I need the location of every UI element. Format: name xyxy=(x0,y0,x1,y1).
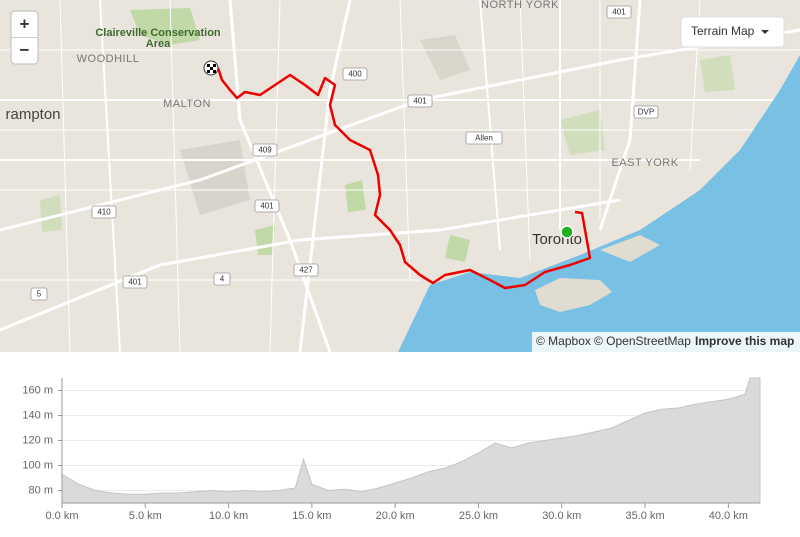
toronto-islands xyxy=(535,278,612,312)
highway-shield: 401 xyxy=(254,199,280,213)
map: NORTH YORK Claireville Conservation Area… xyxy=(0,0,800,353)
parks xyxy=(40,8,735,262)
highway-shield: 4 xyxy=(213,272,231,286)
highway-shield: 409 xyxy=(252,143,278,157)
place-label: Area xyxy=(146,38,171,50)
style-selector-box[interactable] xyxy=(680,16,785,48)
attribution-improve[interactable]: Improve this map xyxy=(695,334,794,348)
shield-box xyxy=(465,131,503,145)
attribution-osm[interactable]: © OpenStreetMap xyxy=(594,334,691,348)
shield-box xyxy=(122,275,148,289)
y-tick-label: 120 m xyxy=(22,434,53,446)
place-label: NORTH YORK xyxy=(481,0,559,11)
highway-shield: 401 xyxy=(122,275,148,289)
place-label: EAST YORK xyxy=(611,157,678,169)
highway-shield: 427 xyxy=(293,263,319,277)
style-selector-label[interactable]: Terrain Map xyxy=(691,24,755,38)
port-lands xyxy=(600,235,660,262)
shield-label: 5 xyxy=(37,290,42,299)
shield-label: 401 xyxy=(612,8,626,17)
highway-shields: 400 401 401 DVP Allen 409 401 410 427 4 401 5 xyxy=(30,5,659,301)
place-label: Claireville Conservation xyxy=(95,27,221,39)
place-label: Toronto xyxy=(532,231,582,248)
x-tick-label: 15.0 km xyxy=(292,510,331,522)
x-tick-label: 35.0 km xyxy=(625,510,664,522)
style-selector[interactable]: Terrain Map xyxy=(680,16,785,48)
shield-box xyxy=(606,5,632,19)
x-tick-label: 30.0 km xyxy=(542,510,581,522)
highway-shield: 400 xyxy=(342,67,368,81)
shield-box xyxy=(30,287,48,301)
highway-shield: 410 xyxy=(91,205,117,219)
highway-shield: DVP xyxy=(633,105,659,119)
place-label: MALTON xyxy=(163,98,211,110)
shield-label: 400 xyxy=(348,70,362,79)
highway-shield: 5 xyxy=(30,287,48,301)
highway-shield: Allen xyxy=(465,131,503,145)
y-tick-label: 160 m xyxy=(22,384,53,396)
shield-label: 410 xyxy=(97,208,111,217)
highway-shield: 401 xyxy=(407,94,433,108)
x-tick-label: 40.0 km xyxy=(709,510,748,522)
x-tick-label: 20.0 km xyxy=(376,510,415,522)
attribution-box xyxy=(532,332,800,352)
y-tick-label: 140 m xyxy=(22,409,53,421)
y-tick-label: 100 m xyxy=(22,459,53,471)
y-tick-label: 80 m xyxy=(29,484,53,496)
dropdown-caret[interactable] xyxy=(761,30,769,34)
place-labels: NORTH YORK Claireville Conservation Area… xyxy=(5,0,678,248)
end-marker[interactable] xyxy=(560,225,574,239)
shield-box xyxy=(293,263,319,277)
shield-label: DVP xyxy=(638,108,654,117)
shield-box xyxy=(342,67,368,81)
shield-box xyxy=(254,199,280,213)
zoom-in-button[interactable]: + xyxy=(20,14,30,33)
x-tick-label: 10.0 km xyxy=(209,510,248,522)
shield-label: Allen xyxy=(475,134,493,143)
shield-box xyxy=(91,205,117,219)
x-tick-label: 25.0 km xyxy=(459,510,498,522)
shield-box xyxy=(633,105,659,119)
lake-ontario xyxy=(398,55,800,352)
shield-box xyxy=(407,94,433,108)
start-marker[interactable] xyxy=(203,60,219,76)
shield-label: 401 xyxy=(413,97,427,106)
shield-label: 401 xyxy=(260,202,274,211)
shield-label: 4 xyxy=(220,275,225,284)
attribution-mapbox[interactable]: © Mapbox xyxy=(536,334,591,348)
zoom-out-button[interactable]: − xyxy=(20,40,30,59)
place-label: rampton xyxy=(5,106,60,123)
route xyxy=(216,67,592,290)
x-tick-label: 0.0 km xyxy=(45,510,78,522)
zoom-control: + − xyxy=(10,10,39,65)
shield-label: 427 xyxy=(299,266,313,275)
highway-shield: 401 xyxy=(606,5,632,19)
shield-label: 409 xyxy=(258,146,272,155)
shield-label: 401 xyxy=(128,278,142,287)
place-label: WOODHILL xyxy=(77,53,140,65)
elevation-chart: 80 m 100 m 120 m 140 m 160 m 0.0 km 5.0 km 10.0… xyxy=(22,377,761,522)
x-tick-label: 5.0 km xyxy=(129,510,162,522)
attribution: © Mapbox © OpenStreetMap Improve this ma… xyxy=(532,332,800,352)
shield-box xyxy=(252,143,278,157)
elevation-area xyxy=(61,377,761,504)
shield-box xyxy=(213,272,231,286)
